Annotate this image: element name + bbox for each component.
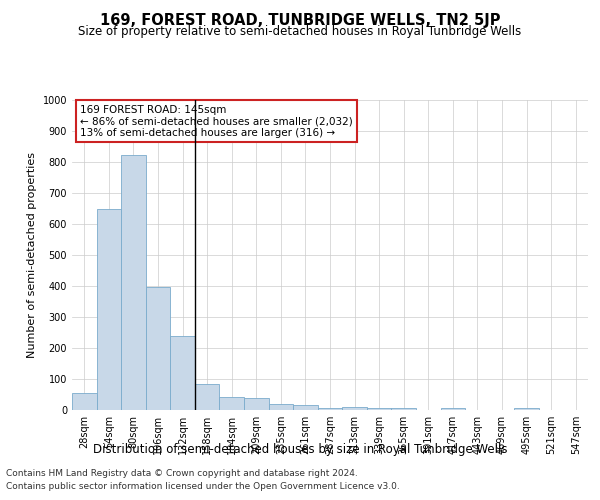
Text: Contains public sector information licensed under the Open Government Licence v3: Contains public sector information licen… bbox=[6, 482, 400, 491]
Bar bbox=[440, 408, 465, 410]
Bar bbox=[342, 406, 367, 410]
Bar bbox=[146, 287, 170, 410]
Text: 169 FOREST ROAD: 145sqm
← 86% of semi-detached houses are smaller (2,032)
13% of: 169 FOREST ROAD: 145sqm ← 86% of semi-de… bbox=[80, 104, 352, 138]
Bar bbox=[72, 393, 97, 410]
Bar bbox=[514, 408, 539, 410]
Y-axis label: Number of semi-detached properties: Number of semi-detached properties bbox=[27, 152, 37, 358]
Bar bbox=[391, 408, 416, 410]
Bar bbox=[195, 384, 220, 410]
Bar bbox=[269, 404, 293, 410]
Bar bbox=[220, 397, 244, 410]
Bar bbox=[97, 209, 121, 410]
Text: Contains HM Land Registry data © Crown copyright and database right 2024.: Contains HM Land Registry data © Crown c… bbox=[6, 468, 358, 477]
Text: 169, FOREST ROAD, TUNBRIDGE WELLS, TN2 5JP: 169, FOREST ROAD, TUNBRIDGE WELLS, TN2 5… bbox=[100, 12, 500, 28]
Text: Size of property relative to semi-detached houses in Royal Tunbridge Wells: Size of property relative to semi-detach… bbox=[79, 25, 521, 38]
Bar bbox=[244, 398, 269, 410]
Bar bbox=[170, 336, 195, 410]
Bar bbox=[121, 155, 146, 410]
Text: Distribution of semi-detached houses by size in Royal Tunbridge Wells: Distribution of semi-detached houses by … bbox=[93, 442, 507, 456]
Bar bbox=[293, 404, 318, 410]
Bar bbox=[318, 408, 342, 410]
Bar bbox=[367, 408, 391, 410]
